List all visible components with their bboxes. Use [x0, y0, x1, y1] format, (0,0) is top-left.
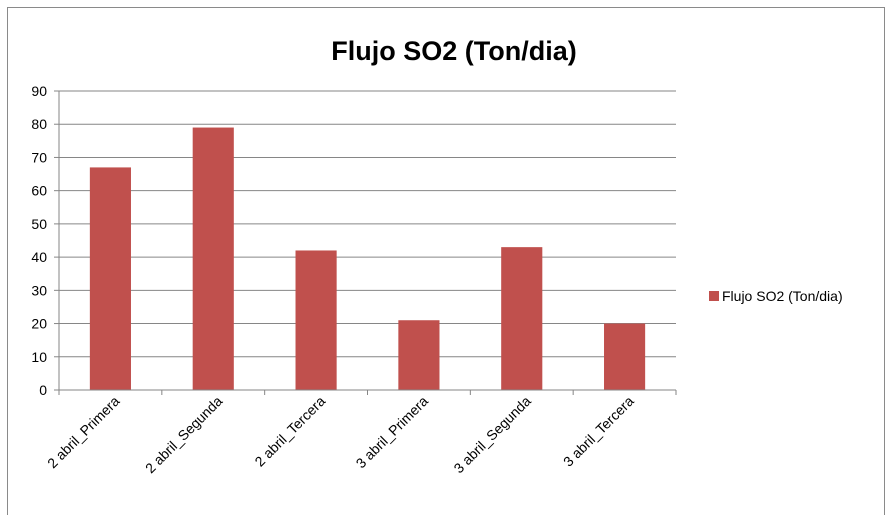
x-category-label: 2 abril_Tercera	[251, 393, 328, 470]
y-tick-label: 70	[31, 149, 47, 165]
x-axis-labels: 2 abril_Primera 2 abril_Segunda 2 abril_Te…	[44, 390, 677, 477]
y-tick-label: 0	[39, 382, 47, 398]
bar	[398, 320, 440, 390]
x-category-label: 3 abril_Tercera	[560, 393, 637, 470]
legend-label: Flujo SO2 (Ton/dia)	[722, 288, 843, 304]
legend-swatch	[709, 291, 719, 301]
bar	[501, 247, 543, 390]
x-category-label: 3 abril_Primera	[353, 393, 432, 472]
y-tick-label: 90	[31, 83, 47, 99]
x-category-label: 3 abril_Segunda	[450, 393, 534, 477]
bar	[604, 323, 646, 390]
y-tick-label: 40	[31, 249, 47, 265]
bar	[295, 250, 337, 390]
y-tick-label: 20	[31, 316, 47, 332]
y-tick-label: 50	[31, 216, 47, 232]
x-category-label: 2 abril_Segunda	[142, 393, 226, 477]
x-category-label: 2 abril_Primera	[44, 393, 123, 472]
legend: Flujo SO2 (Ton/dia)	[709, 288, 843, 304]
bars	[89, 127, 646, 391]
y-axis-ticks: 0 10 20 30 40 50 60 70 80 90	[31, 83, 59, 398]
chart-frame	[7, 7, 885, 515]
y-tick-label: 10	[31, 349, 47, 365]
gridlines	[59, 90, 676, 358]
y-tick-label: 60	[31, 183, 47, 199]
bar	[89, 167, 131, 390]
y-tick-label: 80	[31, 116, 47, 132]
chart-title: Flujo SO2 (Ton/dia)	[331, 36, 576, 66]
bar	[192, 127, 234, 391]
y-tick-label: 30	[31, 282, 47, 298]
